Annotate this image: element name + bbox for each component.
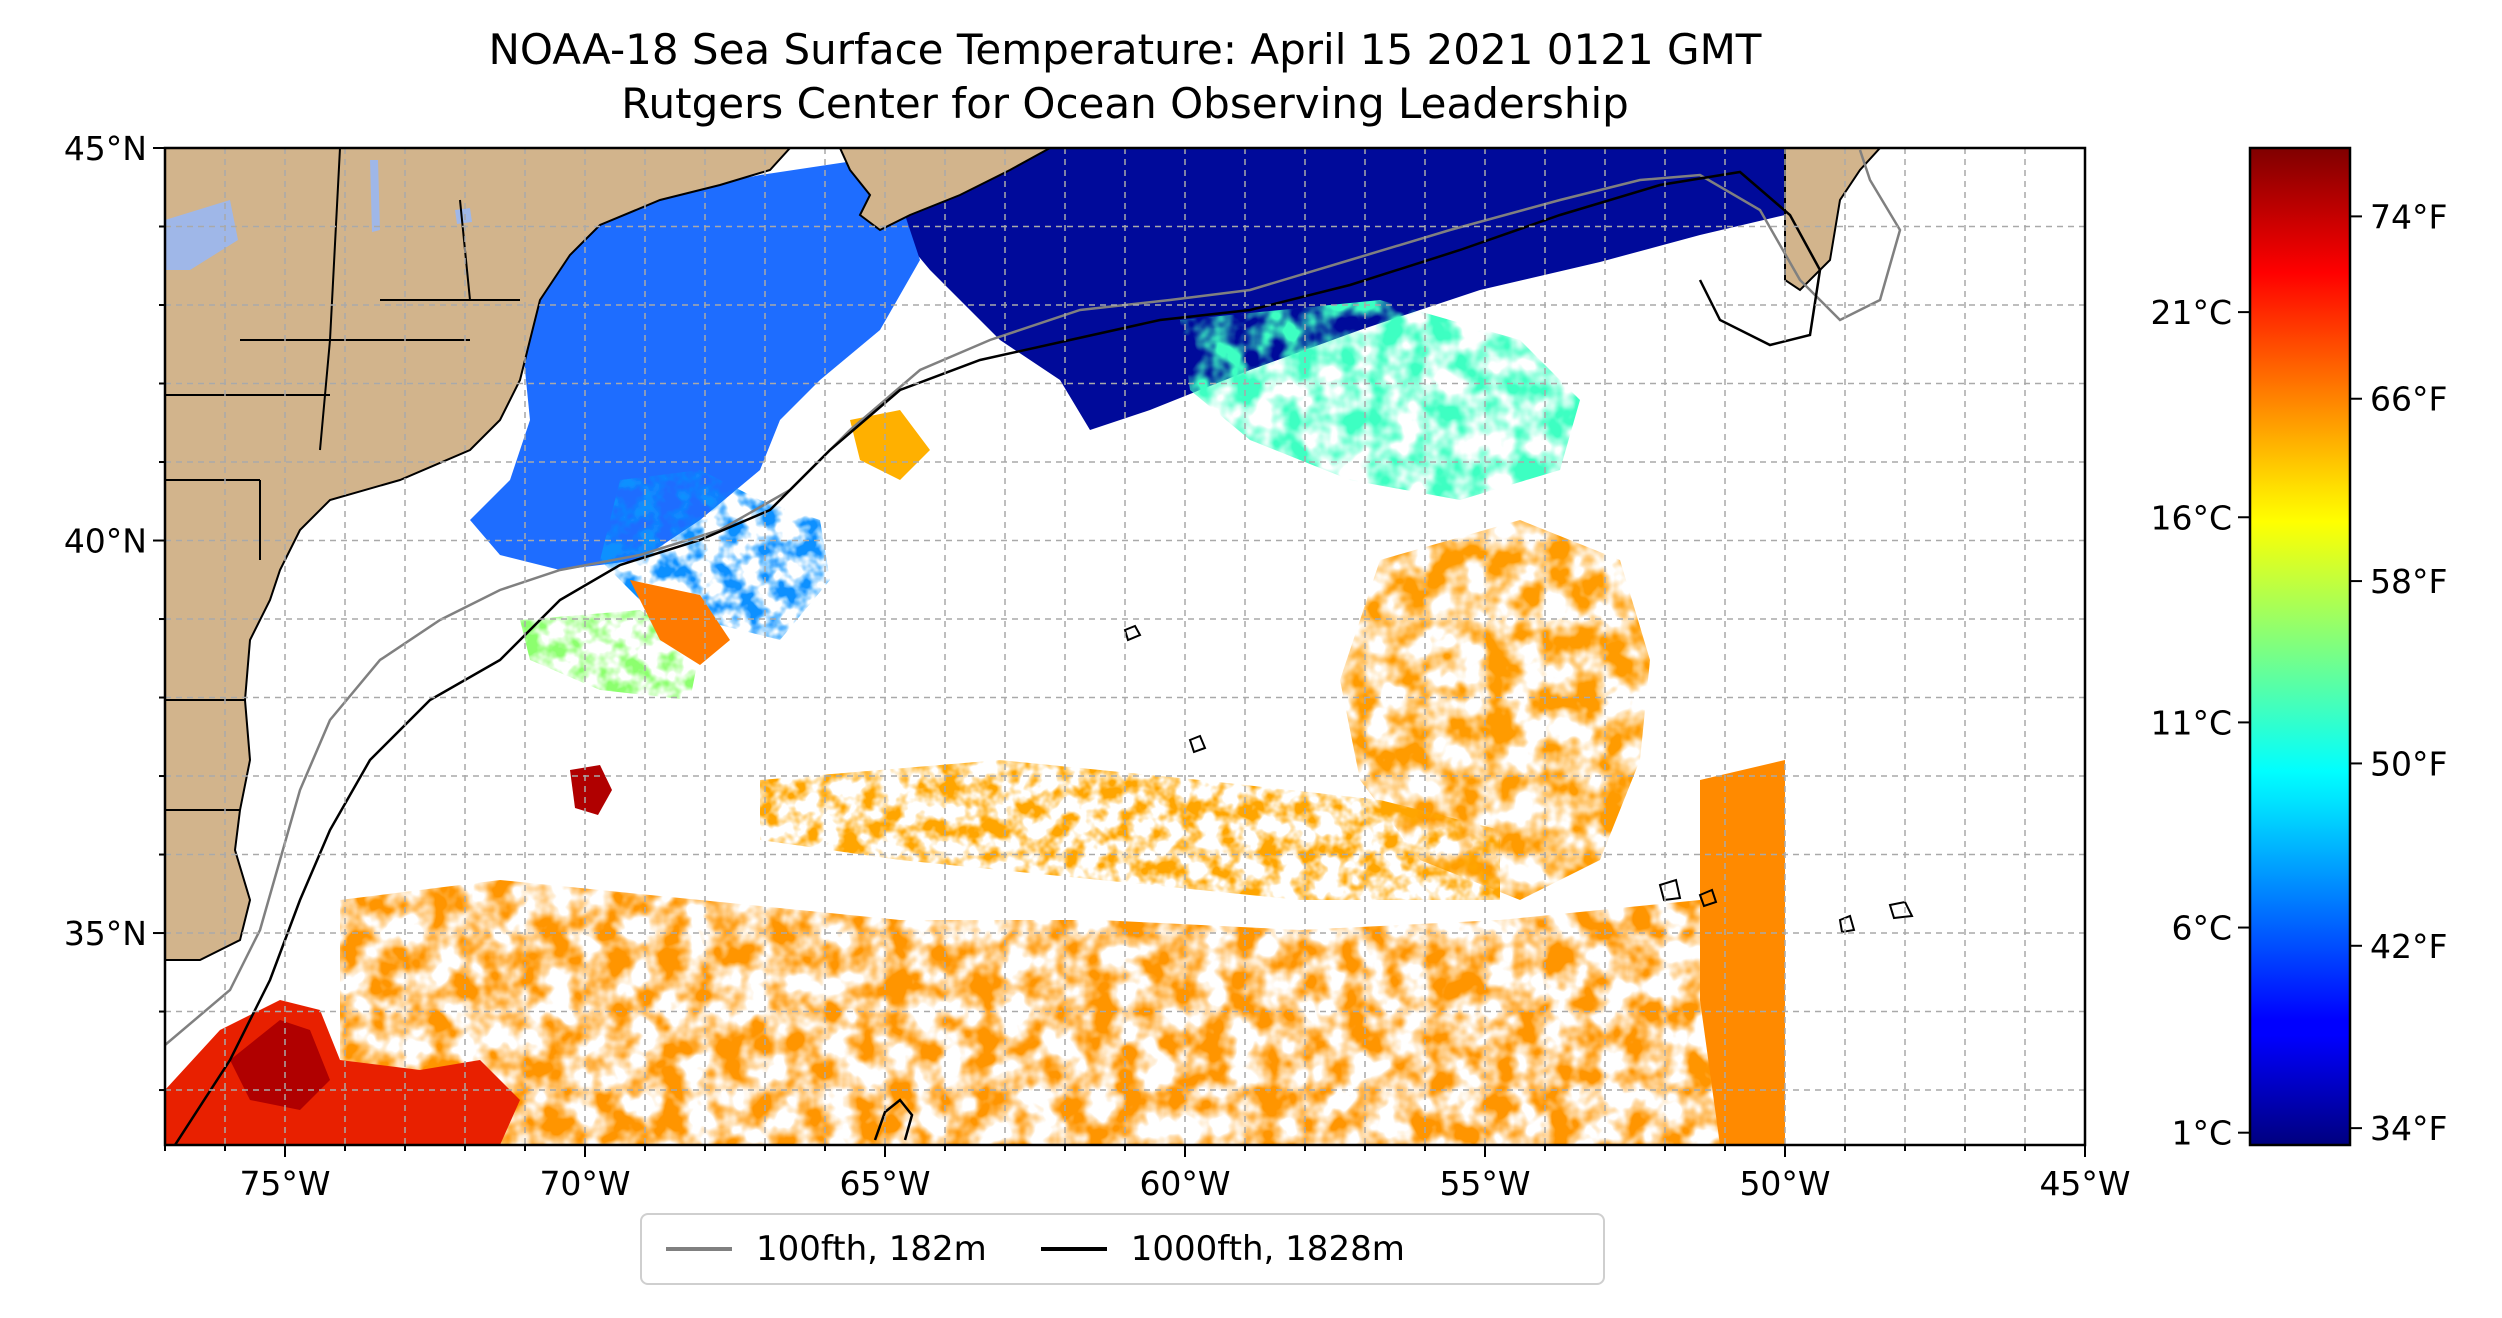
y-tick-label: 40°N xyxy=(64,522,147,561)
colorbar-fahrenheit-label: 50°F xyxy=(2370,744,2447,783)
legend-item-1000fth: 1000fth, 1828m xyxy=(1040,1229,1405,1269)
seamount-contour-5 xyxy=(1838,914,1856,934)
colorbar-celsius-axis: 1°C 6°C 11°C 16°C 21°C xyxy=(2150,293,2250,1153)
lake-ontario-edge xyxy=(165,200,238,270)
colorbar-celsius-label: 21°C xyxy=(2150,293,2232,332)
legend-label-1000fth: 1000fth, 1828m xyxy=(1130,1229,1405,1269)
x-tick-label: 75°W xyxy=(239,1164,330,1203)
x-tick-label: 60°W xyxy=(1139,1164,1230,1203)
corner-rise-contour xyxy=(873,1098,914,1141)
colorbar-fahrenheit-label: 66°F xyxy=(2370,380,2447,419)
map-title: NOAA-18 Sea Surface Temperature: April 1… xyxy=(488,25,1762,74)
latitude-axis: 45°N 40°N 35°N xyxy=(64,129,165,1092)
land-nova-scotia xyxy=(838,148,1051,232)
colorbar-fahrenheit-label: 34°F xyxy=(2370,1109,2447,1148)
isobath-100fth-line xyxy=(165,149,1902,1046)
x-tick-label: 45°W xyxy=(2039,1164,2130,1203)
lake-champlain xyxy=(370,160,380,232)
map-subtitle: Rutgers Center for Ocean Observing Leade… xyxy=(621,79,1629,128)
x-tick-label: 50°W xyxy=(1739,1164,1830,1203)
y-tick-label: 45°N xyxy=(64,129,147,168)
seamount-contour-6 xyxy=(1888,900,1914,920)
seamount-contour-2 xyxy=(1188,734,1207,754)
sst-orange-central-east xyxy=(1340,520,1650,900)
seamount-contour-1 xyxy=(1123,624,1142,642)
y-tick-label: 35°N xyxy=(64,914,147,953)
sst-east-edge-orange xyxy=(1700,760,1785,1145)
sst-south-orange-band xyxy=(340,880,1785,1145)
colorbar-fahrenheit-label: 74°F xyxy=(2370,197,2447,236)
isobath-1000fth-line xyxy=(173,170,1822,1145)
isobaths xyxy=(165,149,1914,1145)
colorbar-celsius-label: 1°C xyxy=(2171,1114,2232,1153)
sst-field xyxy=(165,148,1785,1145)
sst-green-patch-west xyxy=(520,610,700,700)
map-gridlines xyxy=(165,148,2085,1145)
sst-southwest-red-region xyxy=(165,1000,520,1145)
land-newfoundland-tip xyxy=(1784,148,1882,292)
colorbar-fahrenheit-axis: 34°F 42°F 50°F 58°F 66°F 74°F xyxy=(2350,197,2447,1148)
colorbar-celsius-label: 16°C xyxy=(2150,498,2232,537)
colorbar-fahrenheit-label: 42°F xyxy=(2370,927,2447,966)
sst-orange-mid-band xyxy=(760,760,1500,900)
x-tick-label: 55°W xyxy=(1439,1164,1530,1203)
x-tick-label: 65°W xyxy=(839,1164,930,1203)
lake-winnipesaukee xyxy=(455,208,472,224)
sst-southwest-darkred-core xyxy=(230,1020,330,1110)
x-tick-label: 70°W xyxy=(539,1164,630,1203)
colorbar-celsius-label: 6°C xyxy=(2171,909,2232,948)
colorbar-celsius-label: 11°C xyxy=(2150,703,2232,742)
isobath-legend: 100fth, 182m 1000fth, 1828m xyxy=(640,1213,1605,1285)
colorbar xyxy=(2248,146,2352,1147)
legend-line-black xyxy=(1040,1247,1107,1251)
land-areas xyxy=(165,148,1882,961)
legend-label-100fth: 100fth, 182m xyxy=(756,1229,987,1269)
sst-cyan-patches xyxy=(1180,300,1580,500)
seamount-contour-3 xyxy=(1658,878,1682,902)
colorbar-fahrenheit-label: 58°F xyxy=(2370,562,2447,601)
land-us-east-coast xyxy=(165,148,792,961)
legend-line-gray xyxy=(666,1247,732,1251)
longitude-axis: 75°W 70°W 65°W 60°W 55°W 50°W 45°W xyxy=(164,1145,2131,1203)
legend-item-100fth: 100fth, 182m xyxy=(666,1229,987,1269)
sst-small-warm-eddy xyxy=(570,765,612,815)
seamount-contour-4 xyxy=(1698,888,1718,908)
sst-shelf-blue-region xyxy=(470,160,920,570)
map-area xyxy=(165,148,2085,1145)
